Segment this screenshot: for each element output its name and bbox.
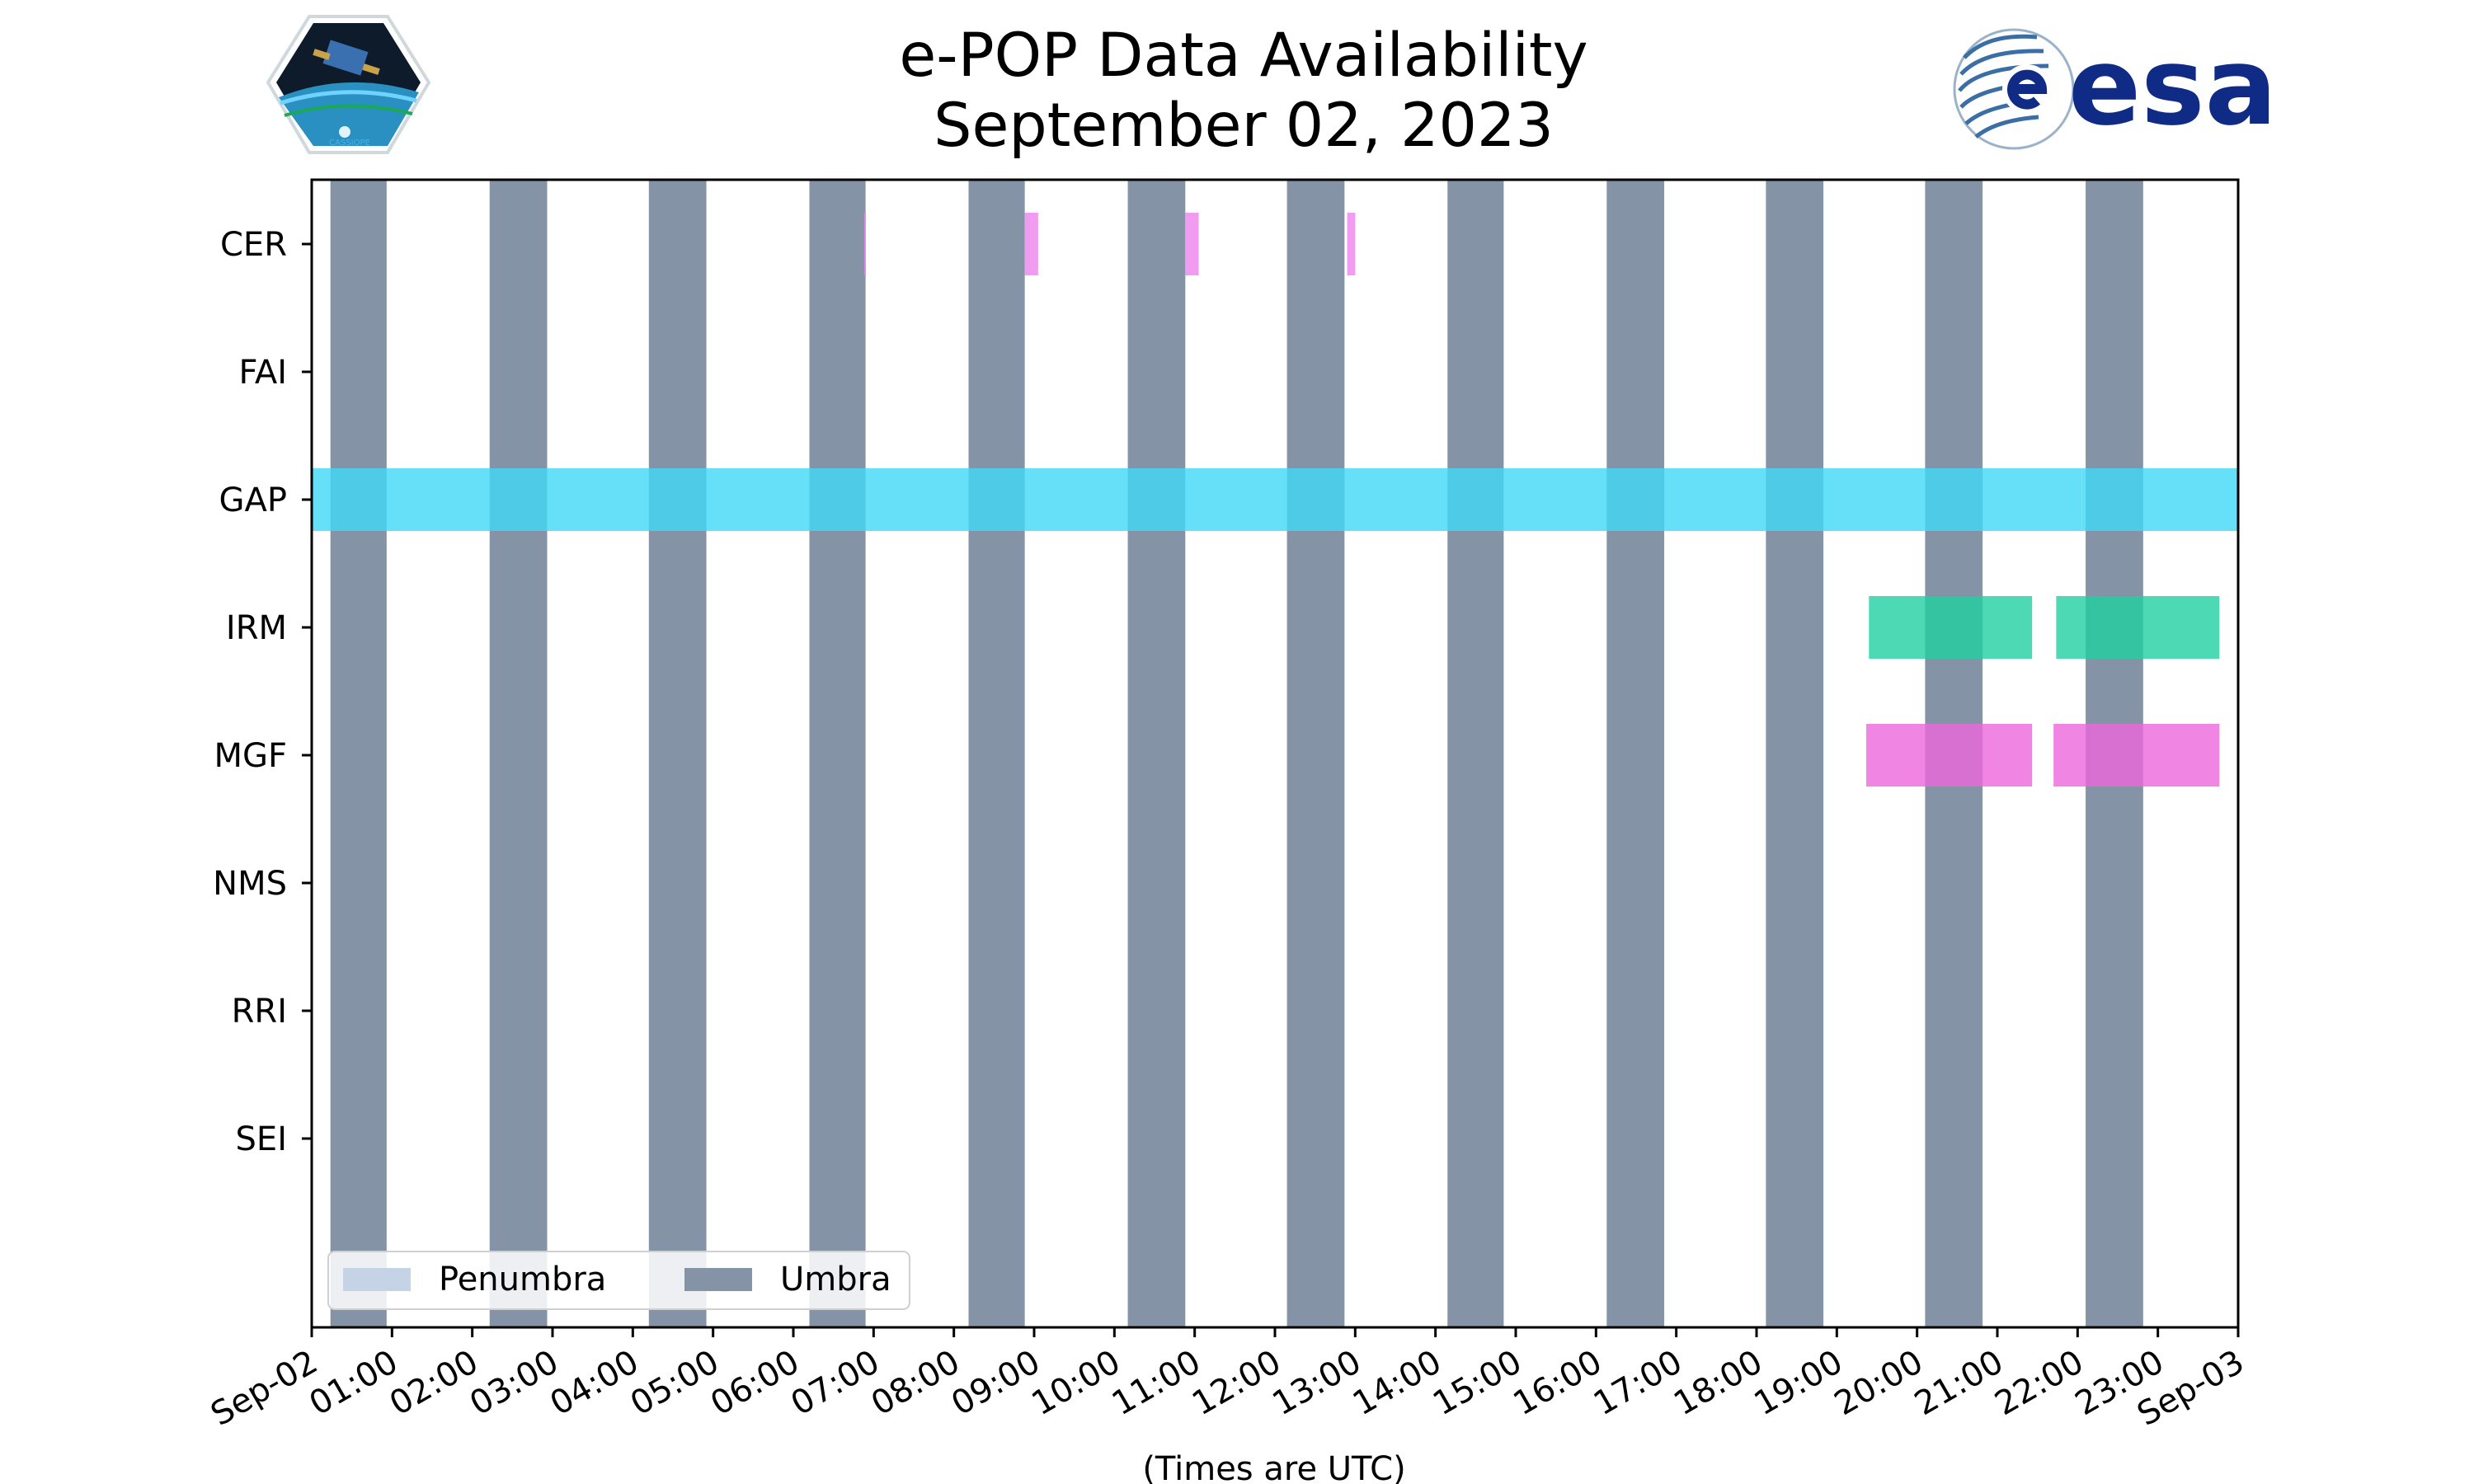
x-tick-label-8: 08:00	[865, 1343, 967, 1423]
chart-title-line-1: e-POP Data Availability	[899, 21, 1587, 91]
esa-logo: esa	[1953, 24, 2277, 150]
x-tick-label-16: 16:00	[1507, 1343, 1608, 1423]
x-tick-label-3: 03:00	[463, 1343, 565, 1423]
bar-mgf-1	[2053, 724, 2220, 787]
x-tick-label-14: 14:00	[1347, 1343, 1448, 1423]
bar-irm-0	[1869, 596, 2033, 659]
x-tick-label-1: 01:00	[303, 1343, 404, 1423]
bar-mgf-0	[1866, 724, 2033, 787]
x-axis: Sep-0201:0002:0003:0004:0005:0006:0007:0…	[205, 1327, 2251, 1434]
x-tick-label-17: 17:00	[1587, 1343, 1689, 1423]
umbra-band-2	[648, 180, 707, 1327]
x-tick-label-20: 20:00	[1828, 1343, 1930, 1423]
umbra-bands	[330, 180, 2143, 1327]
legend-box	[327, 1251, 910, 1310]
y-tick-label-cer: CER	[220, 226, 287, 264]
umbra-band-4	[968, 180, 1025, 1327]
y-tick-label-irm: IRM	[226, 609, 287, 647]
x-tick-label-22: 22:00	[1988, 1343, 2090, 1423]
bar-cer-1	[1024, 213, 1038, 275]
bar-cer-0	[863, 213, 866, 275]
legend-label-penumbra: Penumbra	[439, 1261, 606, 1298]
umbra-band-3	[809, 180, 866, 1327]
x-tick-label-12: 12:00	[1186, 1343, 1287, 1423]
y-tick-label-fai: FAI	[239, 354, 288, 392]
x-tick-label-7: 07:00	[784, 1343, 886, 1423]
x-axis-label: (Times are UTC)	[1142, 1450, 1405, 1484]
umbra-band-0	[330, 180, 387, 1327]
x-tick-label-18: 18:00	[1667, 1343, 1769, 1423]
y-tick-label-sei: SEI	[236, 1120, 287, 1158]
x-tick-label-15: 15:00	[1427, 1343, 1528, 1423]
bar-irm-1	[2056, 596, 2220, 659]
umbra-band-6	[1286, 180, 1345, 1327]
bar-cer-3	[1347, 213, 1356, 275]
availability-bars	[312, 213, 2238, 787]
x-tick-label-19: 19:00	[1747, 1343, 1849, 1423]
legend-swatch-umbra	[684, 1268, 752, 1291]
umbra-band-9	[1766, 180, 1824, 1327]
x-tick-label-9: 09:00	[945, 1343, 1047, 1423]
legend: Penumbra Umbra	[327, 1251, 910, 1310]
chart-title-line-2: September 02, 2023	[934, 91, 1554, 161]
x-tick-label-21: 21:00	[1908, 1343, 2010, 1423]
y-tick-label-rri: RRI	[232, 993, 287, 1031]
legend-label-umbra: Umbra	[780, 1261, 891, 1298]
x-tick-label-6: 06:00	[704, 1343, 806, 1423]
svg-text:esa: esa	[2068, 24, 2277, 149]
x-tick-label-10: 10:00	[1025, 1343, 1126, 1423]
bar-gap-1	[1799, 468, 2082, 531]
x-tick-label-2: 02:00	[383, 1343, 485, 1423]
umbra-band-1	[489, 180, 548, 1327]
cassiope-mission-logo: CASSIOPE	[266, 15, 431, 154]
x-tick-label-11: 11:00	[1106, 1343, 1207, 1423]
bar-gap-0	[312, 468, 1799, 531]
svg-text:CASSIOPE: CASSIOPE	[329, 139, 370, 148]
umbra-band-7	[1447, 180, 1504, 1327]
umbra-band-5	[1127, 180, 1186, 1327]
x-tick-label-4: 04:00	[543, 1343, 645, 1423]
bar-cer-2	[1185, 213, 1199, 275]
bar-gap-2	[2081, 468, 2238, 531]
y-tick-label-nms: NMS	[213, 865, 287, 903]
legend-swatch-penumbra	[343, 1268, 411, 1291]
y-axis: CER FAI GAP IRM MGF NMS RRI SEI	[213, 226, 312, 1158]
umbra-band-8	[1606, 180, 1665, 1327]
x-tick-label-5: 05:00	[624, 1343, 726, 1423]
x-tick-label-13: 13:00	[1266, 1343, 1367, 1423]
y-tick-label-gap: GAP	[219, 481, 287, 519]
y-tick-label-mgf: MGF	[214, 737, 287, 775]
